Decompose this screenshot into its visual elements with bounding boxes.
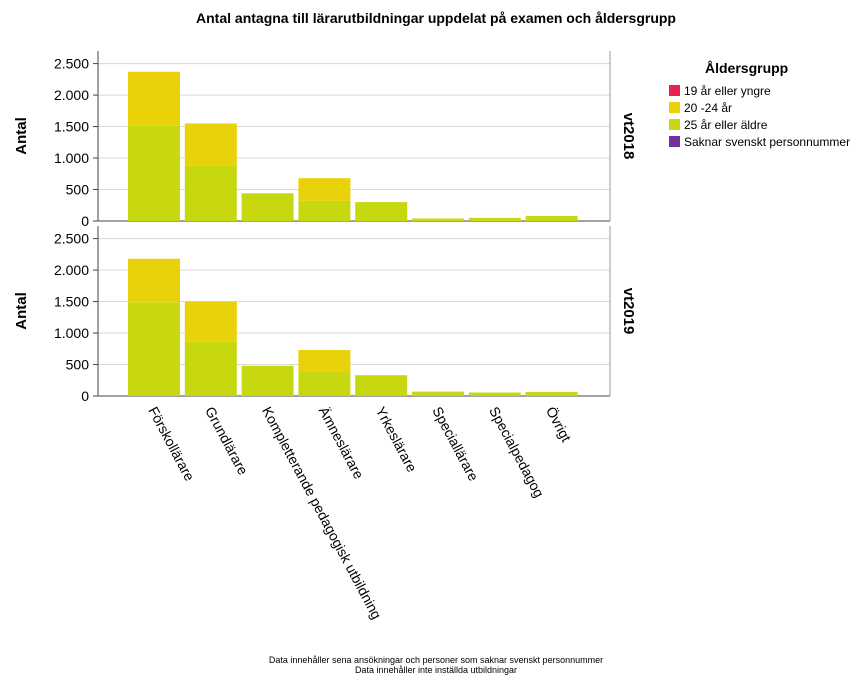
legend-label: 25 år eller äldre bbox=[684, 118, 768, 132]
legend-items: 19 år eller yngre 20 -24 år 25 år eller äl… bbox=[669, 84, 850, 149]
x-category-label: Speciallärare bbox=[429, 404, 482, 484]
x-category-label: Ämneslärare bbox=[316, 404, 367, 482]
bar-vt2019-3-25-r-eller-ldre bbox=[298, 371, 351, 396]
bar-vt2019-1-25-r-eller-ldre bbox=[184, 341, 237, 396]
bar-vt2019-2-25-r-eller-ldre bbox=[241, 365, 294, 396]
x-category-labels: Förskollärare Grundlärare Kompletterande p… bbox=[145, 403, 575, 621]
y-tick-label: 1.500 bbox=[54, 119, 89, 135]
y-tick-label: 1.000 bbox=[54, 150, 89, 166]
x-category-label: Kompletterande pedagogisk utbildning bbox=[259, 404, 385, 622]
bar-vt2018-7-25-r-eller-ldre bbox=[525, 215, 578, 221]
bar-vt2019-4-25-r-eller-ldre bbox=[355, 375, 408, 396]
legend-swatch bbox=[669, 136, 680, 147]
y-axis-label: Antal bbox=[13, 117, 30, 155]
panels: 0 500 1.000 1.500 2.000 2.500 Antal vt2018 0 500 1… bbox=[13, 51, 637, 404]
y-tick-label: 2.500 bbox=[54, 56, 89, 72]
panel-vt2019: 0 500 1.000 1.500 2.000 2.500 Antal vt2019 bbox=[13, 226, 637, 404]
legend-title: Åldersgrupp bbox=[705, 60, 788, 76]
footnote-1: Data innehåller sena ansökningar och per… bbox=[269, 655, 603, 665]
legend: Åldersgrupp 19 år eller yngre 20 -24 år 25… bbox=[669, 60, 850, 149]
bar-vt2019-6-25-r-eller-ldre bbox=[468, 392, 521, 396]
y-tick-label: 2.500 bbox=[54, 231, 89, 247]
bar-vt2018-1-25-r-eller-ldre bbox=[184, 165, 237, 221]
bar-vt2019-7-25-r-eller-ldre bbox=[525, 391, 578, 396]
legend-label: 20 -24 år bbox=[684, 101, 732, 115]
panel-vt2018: 0 500 1.000 1.500 2.000 2.500 Antal vt2018 bbox=[13, 51, 637, 229]
y-tick-label: 0 bbox=[81, 213, 89, 229]
x-category-label: Övrigt bbox=[543, 403, 576, 444]
legend-swatch bbox=[669, 102, 680, 113]
panel-label: vt2018 bbox=[620, 113, 637, 160]
bar-vt2018-5-25-r-eller-ldre bbox=[412, 218, 464, 221]
bar-vt2018-0-25-r-eller-ldre bbox=[128, 125, 180, 221]
y-tick-label: 500 bbox=[66, 182, 90, 198]
legend-swatch bbox=[669, 85, 680, 96]
x-category-label: Yrkeslärare bbox=[373, 404, 421, 475]
y-tick-label: 0 bbox=[81, 388, 89, 404]
x-category-label: Specialpedagog bbox=[486, 404, 547, 500]
y-tick-label: 1.500 bbox=[54, 294, 89, 310]
panel-label: vt2019 bbox=[620, 288, 637, 335]
bar-vt2018-4-25-r-eller-ldre bbox=[355, 202, 408, 221]
y-tick-label: 500 bbox=[66, 357, 90, 373]
bar-vt2019-0-20-24-r bbox=[128, 258, 180, 303]
legend-label: 19 år eller yngre bbox=[684, 84, 771, 98]
bar-vt2018-6-25-r-eller-ldre bbox=[468, 217, 521, 221]
bar-vt2018-3-25-r-eller-ldre bbox=[298, 200, 351, 221]
legend-label: Saknar svenskt personnummer bbox=[684, 135, 850, 149]
chart-title: Antal antagna till lärarutbildningar upp… bbox=[196, 10, 676, 26]
legend-swatch bbox=[669, 119, 680, 130]
bar-vt2018-1-20-24-r bbox=[184, 123, 237, 166]
y-tick-label: 2.000 bbox=[54, 87, 89, 103]
y-tick-label: 2.000 bbox=[54, 262, 89, 278]
footnote-2: Data innehåller inte inställda utbildnin… bbox=[355, 665, 517, 675]
bar-vt2018-3-20-24-r bbox=[298, 178, 351, 201]
bar-vt2018-2-25-r-eller-ldre bbox=[241, 193, 294, 221]
bar-vt2019-1-20-24-r bbox=[184, 301, 237, 342]
y-tick-label: 1.000 bbox=[54, 325, 89, 341]
x-category-label: Grundlärare bbox=[202, 404, 251, 478]
bar-vt2019-3-20-24-r bbox=[298, 350, 351, 372]
bar-vt2019-5-25-r-eller-ldre bbox=[412, 391, 464, 396]
bar-vt2019-0-25-r-eller-ldre bbox=[128, 302, 180, 396]
y-axis-label: Antal bbox=[13, 292, 30, 330]
bar-vt2018-0-20-24-r bbox=[128, 71, 180, 126]
x-category-label: Förskollärare bbox=[145, 404, 198, 484]
